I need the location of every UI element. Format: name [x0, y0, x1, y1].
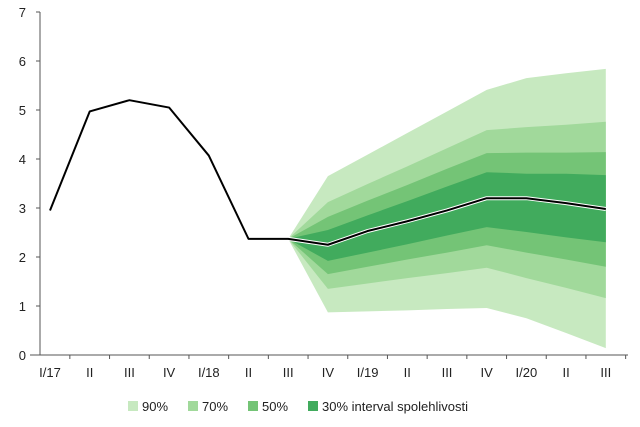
x-tick-label: II: [86, 365, 93, 380]
x-tick-label: II: [404, 365, 411, 380]
legend-label: 90%: [142, 399, 168, 414]
legend: 90% 70% 50% 30% interval spolehlivosti: [128, 399, 468, 414]
y-tick-label: 5: [19, 103, 26, 118]
y-tick-label: 6: [19, 54, 26, 69]
x-tick-label: III: [283, 365, 294, 380]
x-tick-label: II: [245, 365, 252, 380]
legend-label: 50%: [262, 399, 288, 414]
x-tick-label: III: [600, 365, 611, 380]
y-tick-label: 4: [19, 152, 26, 167]
x-tick-label: I/17: [39, 365, 61, 380]
band-30pct: [288, 172, 606, 261]
legend-swatch: [308, 401, 318, 411]
x-tick-label: I/18: [198, 365, 220, 380]
x-tick-label: IV: [322, 365, 335, 380]
y-tick-label: 0: [19, 348, 26, 363]
x-tick-label: III: [442, 365, 453, 380]
legend-label: 70%: [202, 399, 228, 414]
x-tick-label: III: [124, 365, 135, 380]
legend-swatch: [188, 401, 198, 411]
y-tick-label: 7: [19, 5, 26, 20]
legend-swatch: [128, 401, 138, 411]
x-tick-label: IV: [481, 365, 494, 380]
y-tick-label: 2: [19, 250, 26, 265]
x-tick-label: I/20: [516, 365, 538, 380]
y-tick-label: 1: [19, 299, 26, 314]
legend-label: 30% interval spolehlivosti: [322, 399, 468, 414]
forecast-line-group: [48, 98, 607, 247]
forecast-line: [49, 99, 606, 246]
y-tick-label: 3: [19, 201, 26, 216]
legend-swatch: [248, 401, 258, 411]
x-tick-label: I/19: [357, 365, 379, 380]
x-tick-label: IV: [163, 365, 176, 380]
x-tick-label: II: [562, 365, 569, 380]
